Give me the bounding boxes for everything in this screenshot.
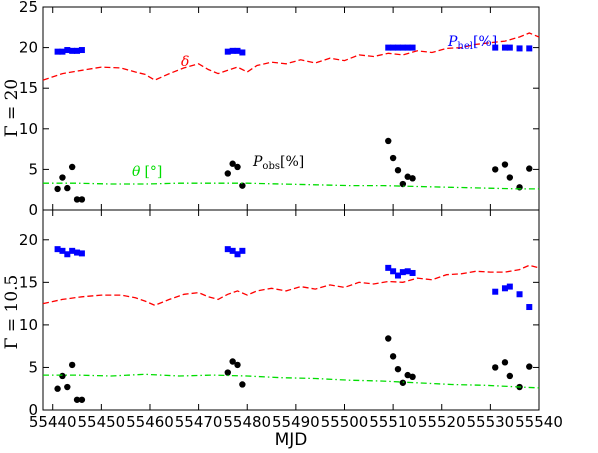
bottom-pobs-point [79, 397, 85, 403]
x-tick-label: 55520 [418, 413, 466, 431]
pobs-annotation-unit: [%] [280, 154, 304, 170]
theta-annotation-unit: [°] [144, 164, 162, 180]
bottom-y-tick-label: 5 [28, 358, 38, 376]
bottom-delta-line [43, 265, 539, 305]
bottom-theta-line [43, 374, 539, 388]
x-tick-label: 55530 [467, 413, 515, 431]
x-tick-label: 55480 [223, 413, 271, 431]
x-tick-label: 55450 [77, 413, 125, 431]
bottom-pobs-point [54, 386, 60, 392]
bottom-phel-point [410, 270, 416, 276]
x-tick-label: 55470 [175, 413, 223, 431]
bottom-pobs-point [64, 384, 70, 390]
top-y-tick-label: 5 [28, 160, 38, 178]
top-pobs-point [54, 186, 60, 192]
bottom-panel-frame [43, 210, 539, 410]
bottom-pobs-point [69, 362, 75, 368]
top-panel-series [43, 33, 539, 203]
x-tick-label: 55500 [321, 413, 369, 431]
bottom-pobs-point [385, 335, 391, 341]
top-y-tick-label: 20 [19, 39, 38, 57]
bottom-panel-series [43, 246, 539, 403]
bottom-phel-point [239, 248, 245, 254]
x-tick-label: 55440 [29, 413, 77, 431]
top-pobs-point [409, 175, 415, 181]
top-pobs-point [502, 161, 508, 167]
x-tick-label: 55540 [515, 413, 563, 431]
bottom-phel-point [507, 284, 513, 290]
top-pobs-point [492, 166, 498, 172]
x-tick-labels: 55440 55450 55460 55470 55480 55490 55500 55510… [29, 413, 563, 431]
top-y-axis-title: Γ = 20 [2, 79, 22, 137]
top-pobs-point [395, 167, 401, 173]
bottom-pobs-point [492, 364, 498, 370]
top-phel-point [79, 47, 85, 53]
phel-annotation-subscript: hel [457, 41, 473, 52]
x-axis-title: MJD [275, 430, 308, 450]
bottom-phel-point [517, 291, 523, 297]
top-theta-line [43, 183, 539, 189]
top-phel-point [526, 45, 532, 51]
phel-annotation-unit: [%] [473, 34, 497, 50]
pobs-annotation: Pobs[%] [252, 154, 304, 172]
top-phel-point [517, 45, 523, 51]
x-tick-label: 55510 [369, 413, 417, 431]
bottom-pobs-point [526, 363, 532, 369]
bottom-pobs-point [507, 373, 513, 379]
delta-annotation: δ [181, 54, 189, 70]
phel-annotation: Phel[%] [447, 34, 497, 52]
top-phel-point [410, 45, 416, 51]
top-pobs-point [390, 155, 396, 161]
top-pobs-point [385, 138, 391, 144]
theta-annotation-symbol: θ [132, 164, 141, 180]
top-phel-point [507, 45, 513, 51]
top-y-tick-label: 0 [28, 201, 38, 219]
bottom-phel-point [526, 304, 532, 310]
bottom-pobs-point [409, 374, 415, 380]
bottom-pobs-point [502, 359, 508, 365]
top-pobs-point [69, 164, 75, 170]
bottom-pobs-point [59, 373, 65, 379]
top-panel-ticks: 0510152025 [19, 0, 539, 219]
top-pobs-point [64, 185, 70, 191]
x-tick-label: 55490 [272, 413, 320, 431]
top-pobs-point [400, 181, 406, 187]
bottom-pobs-point [225, 369, 231, 375]
top-pobs-point [225, 170, 231, 176]
top-pobs-point [59, 174, 65, 180]
pobs-annotation-symbol: P [252, 154, 263, 170]
top-phel-point [239, 49, 245, 55]
top-y-tick-label: 25 [19, 0, 38, 16]
pobs-annotation-subscript: obs [262, 161, 280, 172]
top-pobs-point [234, 164, 240, 170]
top-pobs-point [79, 196, 85, 202]
bottom-phel-point [79, 250, 85, 256]
x-tick-label: 55460 [126, 413, 174, 431]
bottom-pobs-point [395, 366, 401, 372]
bottom-pobs-point [390, 353, 396, 359]
bottom-y-tick-label: 20 [19, 231, 38, 249]
bottom-pobs-point [234, 362, 240, 368]
bottom-panel-ticks: 05101520 [19, 210, 539, 419]
top-panel-frame [43, 7, 539, 210]
bottom-pobs-point [400, 380, 406, 386]
bottom-pobs-point [239, 381, 245, 387]
bottom-y-axis-title: Γ = 10.5 [2, 275, 22, 350]
top-pobs-point [526, 165, 532, 171]
theta-annotation: θ [°] [132, 164, 162, 180]
top-pobs-point [507, 174, 513, 180]
phel-annotation-symbol: P [447, 34, 458, 50]
bottom-phel-point [492, 289, 498, 295]
